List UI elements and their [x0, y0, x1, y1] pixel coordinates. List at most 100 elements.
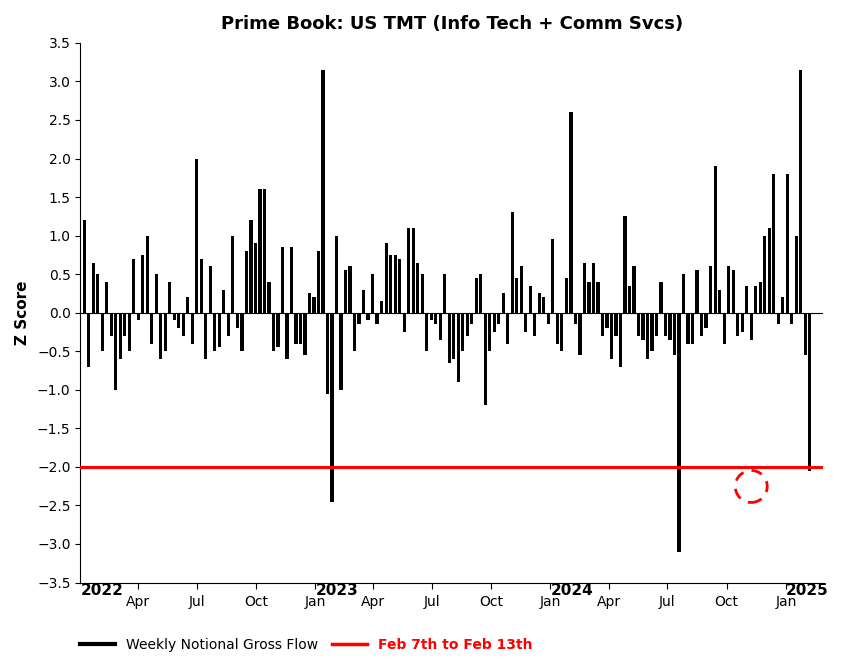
- Bar: [181, 313, 185, 336]
- Bar: [678, 313, 681, 552]
- Bar: [722, 313, 726, 344]
- Bar: [276, 313, 280, 348]
- Text: 2024: 2024: [550, 582, 593, 598]
- Bar: [263, 189, 266, 313]
- Bar: [767, 228, 771, 313]
- Bar: [96, 274, 99, 313]
- Bar: [416, 262, 419, 313]
- Bar: [466, 313, 469, 336]
- Bar: [488, 313, 491, 351]
- Bar: [430, 313, 432, 321]
- Bar: [479, 274, 483, 313]
- Bar: [804, 313, 806, 355]
- Bar: [353, 313, 356, 351]
- Bar: [610, 313, 613, 359]
- Bar: [403, 313, 405, 332]
- Bar: [709, 266, 712, 313]
- Bar: [335, 236, 338, 313]
- Bar: [123, 313, 126, 336]
- Bar: [132, 259, 136, 313]
- Bar: [389, 255, 393, 313]
- Bar: [187, 297, 189, 313]
- Bar: [434, 313, 438, 324]
- Bar: [349, 266, 352, 313]
- Bar: [168, 282, 171, 313]
- Bar: [578, 313, 582, 355]
- Bar: [321, 70, 325, 313]
- Bar: [614, 313, 617, 336]
- Bar: [619, 313, 622, 366]
- Bar: [218, 313, 221, 348]
- Bar: [411, 228, 415, 313]
- Bar: [109, 313, 113, 336]
- Bar: [668, 313, 672, 340]
- Bar: [732, 270, 734, 313]
- Bar: [772, 174, 775, 313]
- Bar: [736, 313, 739, 336]
- Bar: [137, 313, 140, 321]
- Bar: [308, 293, 311, 313]
- Bar: [785, 174, 789, 313]
- Bar: [384, 244, 388, 313]
- Bar: [312, 297, 315, 313]
- Bar: [524, 313, 527, 332]
- Bar: [475, 278, 478, 313]
- Bar: [222, 290, 226, 313]
- Bar: [493, 313, 496, 332]
- Bar: [209, 266, 212, 313]
- Bar: [339, 313, 343, 390]
- Bar: [596, 282, 600, 313]
- Title: Prime Book: US TMT (Info Tech + Comm Svcs): Prime Book: US TMT (Info Tech + Comm Svc…: [220, 15, 683, 33]
- Bar: [326, 313, 329, 394]
- Bar: [808, 313, 812, 471]
- Bar: [718, 290, 722, 313]
- Bar: [438, 313, 442, 340]
- Bar: [759, 282, 762, 313]
- Bar: [745, 286, 748, 313]
- Bar: [700, 313, 703, 336]
- Bar: [159, 313, 162, 359]
- Bar: [641, 313, 644, 340]
- Bar: [691, 313, 695, 344]
- Bar: [799, 70, 802, 313]
- Bar: [154, 274, 158, 313]
- Bar: [687, 313, 689, 344]
- Bar: [452, 313, 455, 359]
- Bar: [664, 313, 667, 336]
- Bar: [588, 282, 590, 313]
- Bar: [393, 255, 397, 313]
- Bar: [150, 313, 153, 344]
- Bar: [705, 313, 708, 328]
- Y-axis label: Z Score: Z Score: [15, 280, 30, 345]
- Bar: [516, 278, 518, 313]
- Bar: [623, 216, 627, 313]
- Text: 2023: 2023: [315, 582, 358, 598]
- Bar: [673, 313, 676, 355]
- Bar: [267, 282, 271, 313]
- Bar: [290, 247, 293, 313]
- Bar: [592, 262, 595, 313]
- Bar: [304, 313, 307, 355]
- Bar: [204, 313, 208, 359]
- Bar: [660, 282, 662, 313]
- Bar: [646, 313, 649, 359]
- Bar: [781, 297, 784, 313]
- Bar: [362, 290, 365, 313]
- Bar: [236, 313, 239, 328]
- Bar: [421, 274, 424, 313]
- Bar: [380, 301, 383, 313]
- Bar: [565, 278, 568, 313]
- Bar: [448, 313, 451, 363]
- Bar: [195, 158, 198, 313]
- Bar: [754, 286, 757, 313]
- Bar: [533, 313, 537, 336]
- Bar: [317, 251, 321, 313]
- Bar: [740, 313, 744, 332]
- Bar: [502, 293, 505, 313]
- Bar: [605, 313, 609, 328]
- Bar: [795, 236, 798, 313]
- Bar: [232, 236, 235, 313]
- Bar: [555, 313, 559, 344]
- Bar: [461, 313, 465, 351]
- Bar: [561, 313, 563, 351]
